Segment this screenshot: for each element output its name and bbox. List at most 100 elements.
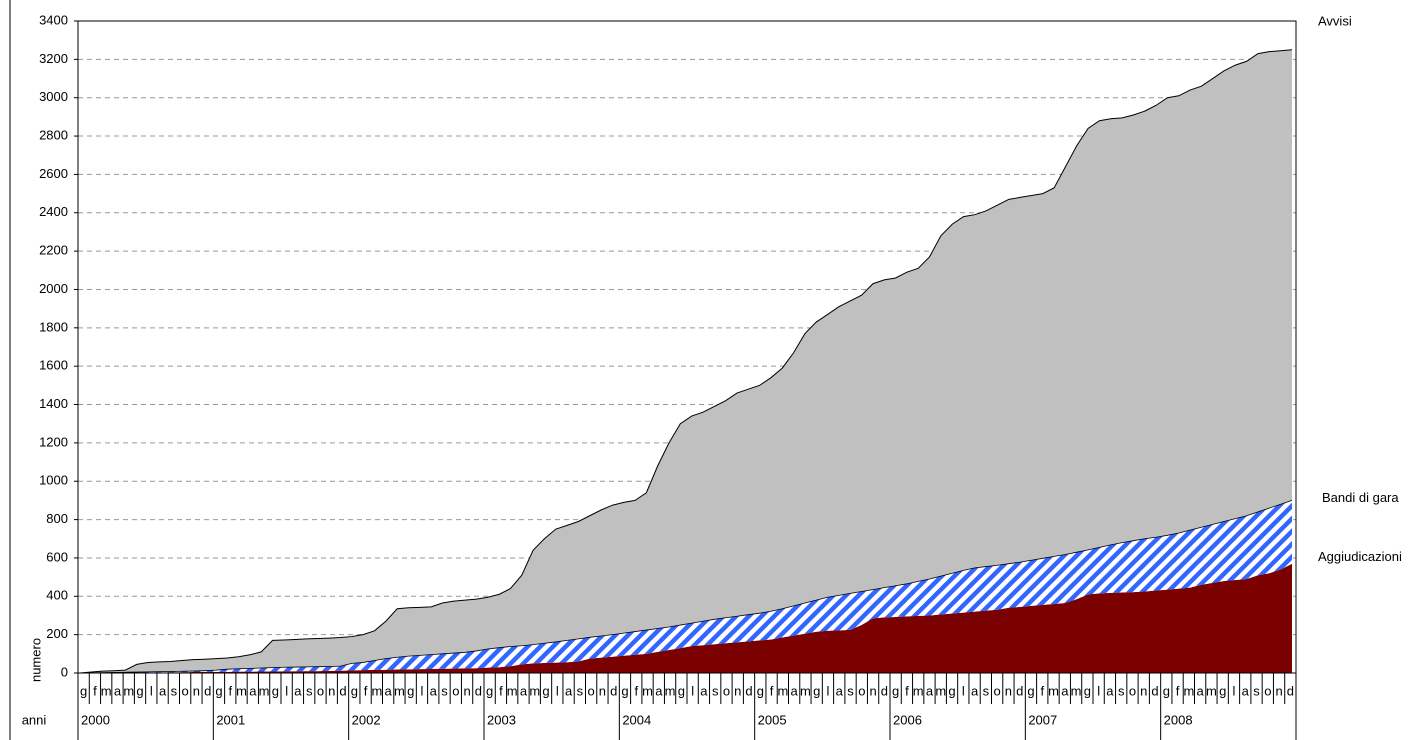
- x-tick-label: m: [371, 683, 382, 698]
- x-tick-label: f: [634, 683, 638, 698]
- year-label: 2005: [758, 712, 787, 727]
- x-tick-label: m: [394, 683, 405, 698]
- x-tick-label: g: [542, 683, 549, 698]
- x-tick-label: n: [328, 683, 335, 698]
- x-tick-label: a: [520, 683, 528, 698]
- x-tick-label: m: [123, 683, 134, 698]
- x-tick-label: a: [114, 683, 122, 698]
- x-tick-label: g: [621, 683, 628, 698]
- x-tick-label: g: [136, 683, 143, 698]
- x-tick-label: n: [1140, 683, 1147, 698]
- y-tick-label: 1800: [39, 319, 68, 334]
- x-tick-label: n: [1005, 683, 1012, 698]
- x-tick-label: s: [306, 683, 313, 698]
- x-tick-label: l: [1097, 683, 1100, 698]
- x-tick-label: m: [507, 683, 518, 698]
- area-outline: [79, 500, 1293, 674]
- x-tick-label: s: [577, 683, 584, 698]
- x-tick-label: l: [556, 683, 559, 698]
- x-tick-label: s: [1253, 683, 1260, 698]
- x-tick-label: g: [678, 683, 685, 698]
- x-tick-label: m: [642, 683, 653, 698]
- y-tick-label: 3200: [39, 51, 68, 66]
- x-tick-label: a: [565, 683, 573, 698]
- x-tick-label: d: [610, 683, 617, 698]
- x-tick-label: l: [421, 683, 424, 698]
- x-tick-label: m: [236, 683, 247, 698]
- x-tick-label: g: [215, 683, 222, 698]
- x-tick-label: m: [935, 683, 946, 698]
- x-tick-label: o: [588, 683, 595, 698]
- x-tick-label: s: [441, 683, 448, 698]
- y-tick-label: 0: [61, 664, 68, 679]
- x-tick-label: a: [385, 683, 393, 698]
- series-label: Aggiudicazioni: [1318, 549, 1402, 564]
- x-tick-label: a: [430, 683, 438, 698]
- x-tick-label: g: [351, 683, 358, 698]
- area: [80, 500, 1292, 673]
- area-outline: [79, 49, 1293, 674]
- x-tick-label: a: [971, 683, 979, 698]
- x-tick-label: a: [159, 683, 167, 698]
- x-tick-label: d: [475, 683, 482, 698]
- x-tick-label: n: [193, 683, 200, 698]
- series-label: Avvisi: [1318, 13, 1352, 28]
- x-tick-label: m: [777, 683, 788, 698]
- x-tick-label: s: [847, 683, 854, 698]
- x-tick-label: f: [364, 683, 368, 698]
- x-tick-label: a: [791, 683, 799, 698]
- y-tick-label: 1600: [39, 358, 68, 373]
- x-tick-label: g: [1084, 683, 1091, 698]
- x-tick-label: m: [529, 683, 540, 698]
- x-tick-label: d: [204, 683, 211, 698]
- x-tick-label: m: [259, 683, 270, 698]
- y-tick-label: 800: [46, 511, 68, 526]
- x-tick-label: d: [745, 683, 752, 698]
- x-tick-label: o: [723, 683, 730, 698]
- x-tick-label: s: [1118, 683, 1125, 698]
- x-tick-label: g: [272, 683, 279, 698]
- x-tick-label: g: [948, 683, 955, 698]
- x-tick-label: a: [836, 683, 844, 698]
- y-tick-label: 400: [46, 588, 68, 603]
- x-tick-label: l: [962, 683, 965, 698]
- x-tick-label: a: [1106, 683, 1114, 698]
- y-tick-label: 1000: [39, 473, 68, 488]
- x-tick-label: g: [892, 683, 899, 698]
- x-tick-label: m: [1183, 683, 1194, 698]
- x-tick-label: a: [1197, 683, 1205, 698]
- year-label: 2008: [1164, 712, 1193, 727]
- y-tick-label: 2400: [39, 204, 68, 219]
- x-tick-label: l: [827, 683, 830, 698]
- x-tick-label: m: [913, 683, 924, 698]
- x-tick-label: d: [1151, 683, 1158, 698]
- area: [80, 563, 1292, 673]
- y-tick-label: 200: [46, 626, 68, 641]
- x-tick-label: g: [1219, 683, 1226, 698]
- y-tick-label: 2600: [39, 166, 68, 181]
- x-tick-label: l: [691, 683, 694, 698]
- y-tick-label: 3000: [39, 89, 68, 104]
- y-tick-label: 2800: [39, 127, 68, 142]
- x-tick-label: g: [1027, 683, 1034, 698]
- x-tick-label: o: [858, 683, 865, 698]
- x-tick-label: o: [182, 683, 189, 698]
- x-tick-label: n: [599, 683, 606, 698]
- year-label: 2003: [487, 712, 516, 727]
- x-tick-label: n: [463, 683, 470, 698]
- x-tick-label: n: [734, 683, 741, 698]
- x-tick-label: s: [983, 683, 990, 698]
- x-tick-label: f: [1176, 683, 1180, 698]
- x-tick-label: a: [655, 683, 663, 698]
- x-tick-label: f: [905, 683, 909, 698]
- x-tick-label: o: [1264, 683, 1271, 698]
- y-tick-label: 2000: [39, 281, 68, 296]
- x-tick-label: o: [994, 683, 1001, 698]
- x-tick-label: n: [1275, 683, 1282, 698]
- x-tick-label: m: [101, 683, 112, 698]
- x-tick-label: d: [1016, 683, 1023, 698]
- x-tick-label: o: [317, 683, 324, 698]
- x-tick-label: d: [339, 683, 346, 698]
- x-tick-label: m: [1048, 683, 1059, 698]
